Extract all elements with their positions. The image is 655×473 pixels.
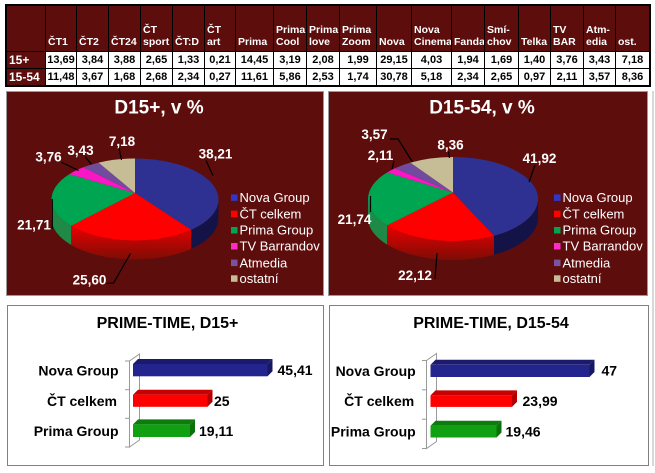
svg-text:Prima Group: Prima Group bbox=[240, 223, 314, 238]
svg-text:D15-54, v %: D15-54, v % bbox=[429, 98, 535, 119]
svg-text:ČT celkem: ČT celkem bbox=[344, 392, 414, 409]
svg-text:Prima Group: Prima Group bbox=[34, 423, 119, 439]
svg-text:2,11: 2,11 bbox=[368, 148, 394, 163]
svg-text:PRIME-TIME, D15-54: PRIME-TIME, D15-54 bbox=[413, 315, 569, 332]
svg-text:3,76: 3,76 bbox=[35, 150, 62, 165]
svg-text:25,60: 25,60 bbox=[73, 273, 107, 288]
svg-text:19,11: 19,11 bbox=[199, 423, 233, 439]
svg-text:7,18: 7,18 bbox=[109, 134, 136, 149]
svg-text:PRIME-TIME, D15+: PRIME-TIME, D15+ bbox=[97, 315, 239, 332]
svg-text:Nova Group: Nova Group bbox=[336, 363, 416, 379]
svg-text:22,12: 22,12 bbox=[398, 268, 432, 283]
svg-text:8,36: 8,36 bbox=[437, 138, 464, 153]
svg-text:TV Barrandov: TV Barrandov bbox=[240, 239, 321, 254]
svg-text:25: 25 bbox=[214, 393, 230, 409]
svg-text:Nova Group: Nova Group bbox=[240, 190, 310, 205]
svg-text:ostatní: ostatní bbox=[563, 271, 602, 286]
svg-text:ČT celkem: ČT celkem bbox=[240, 206, 302, 221]
svg-text:23,99: 23,99 bbox=[523, 393, 558, 409]
svg-text:3,57: 3,57 bbox=[361, 127, 387, 142]
svg-text:ostatní: ostatní bbox=[240, 271, 279, 286]
svg-text:Prima Group: Prima Group bbox=[331, 424, 416, 440]
svg-text:Prima Group: Prima Group bbox=[563, 223, 637, 238]
svg-text:TV Barrandov: TV Barrandov bbox=[563, 239, 644, 254]
svg-text:19,46: 19,46 bbox=[506, 424, 541, 440]
svg-text:Atmedia: Atmedia bbox=[563, 255, 611, 270]
svg-text:Nova Group: Nova Group bbox=[38, 363, 118, 379]
svg-text:Atmedia: Atmedia bbox=[240, 255, 288, 270]
svg-text:ČT celkem: ČT celkem bbox=[563, 206, 625, 221]
svg-text:21,74: 21,74 bbox=[338, 212, 372, 227]
svg-text:Nova Group: Nova Group bbox=[563, 190, 633, 205]
svg-text:45,41: 45,41 bbox=[278, 362, 313, 378]
svg-text:41,92: 41,92 bbox=[523, 151, 557, 166]
svg-text:ČT celkem: ČT celkem bbox=[47, 392, 117, 409]
svg-text:47: 47 bbox=[602, 363, 618, 379]
svg-text:21,71: 21,71 bbox=[17, 218, 51, 233]
svg-text:D15+, v %: D15+, v % bbox=[114, 98, 203, 119]
svg-text:38,21: 38,21 bbox=[199, 147, 233, 162]
svg-text:3,43: 3,43 bbox=[67, 143, 94, 158]
